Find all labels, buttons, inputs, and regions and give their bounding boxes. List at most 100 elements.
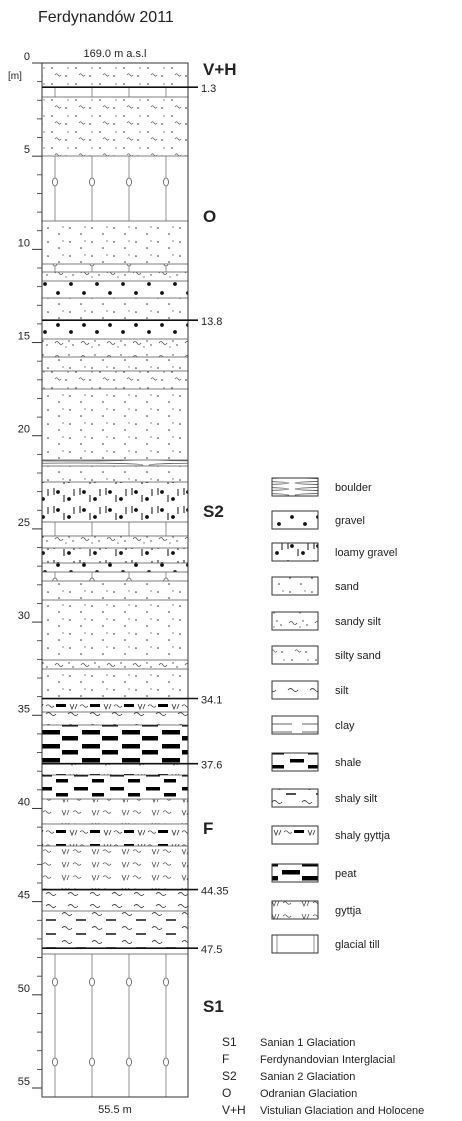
layer (41, 388, 189, 461)
unit-label: F (203, 819, 213, 838)
layer (41, 698, 189, 713)
unit-label: [m] (8, 71, 22, 82)
top-label: 169.0 m a.s.l (84, 48, 147, 60)
legend-swatch (271, 934, 319, 954)
layer (41, 668, 189, 700)
legend-swatch (271, 900, 319, 920)
layer (41, 910, 189, 949)
boundary-label: 13.8 (201, 316, 222, 328)
depth-tick-label: 20 (18, 424, 30, 436)
layer (41, 280, 189, 299)
key-text: Ferdynandovian Interglacial (260, 1054, 395, 1066)
layer (41, 356, 189, 372)
legend-label: shale (335, 757, 361, 769)
legend-swatch (271, 576, 319, 596)
unit-label: V+H (203, 60, 237, 79)
layer (41, 774, 189, 800)
depth-tick-label: 35 (18, 703, 30, 715)
key-code: V+H (222, 1103, 246, 1117)
layer (41, 845, 189, 891)
boundary-label: 34.1 (201, 695, 222, 707)
legend-swatch (271, 715, 319, 735)
column-frame (41, 62, 189, 1098)
boundary-label: 1.3 (201, 83, 216, 95)
legend-label: gravel (335, 515, 365, 527)
layer (41, 86, 189, 98)
depth-tick-label: 45 (18, 890, 30, 902)
legend-label: sand (335, 581, 359, 593)
legend-swatch (271, 542, 319, 562)
legend-label: glacial till (335, 939, 380, 951)
legend-swatch (271, 611, 319, 631)
unit-label: S2 (203, 502, 224, 521)
layer (41, 155, 189, 222)
legend-label: gyttja (335, 905, 362, 917)
legend-label: shaly silt (335, 793, 377, 805)
layer (41, 535, 189, 549)
layer (41, 571, 189, 582)
layer (41, 263, 189, 273)
legend-swatch (271, 510, 319, 530)
depth-tick-label: 30 (18, 610, 30, 622)
layer (41, 798, 189, 825)
legend-label: silt (335, 685, 348, 697)
key-text: Sanian 1 Glaciation (260, 1037, 355, 1049)
layer (41, 562, 189, 573)
legend-swatch (271, 680, 319, 700)
layer (41, 763, 189, 776)
boundary-label: 47.5 (201, 944, 222, 956)
layer (41, 481, 189, 523)
legend-label: loamy gravel (335, 547, 397, 559)
legend-swatch (271, 863, 319, 883)
legend-label: boulder (335, 482, 372, 494)
key-text: Sanian 2 Glaciation (260, 1071, 355, 1083)
unit-label: S1 (203, 997, 224, 1016)
layer (41, 724, 189, 765)
legend-swatch (271, 788, 319, 808)
layer (41, 465, 189, 483)
layer (41, 370, 189, 390)
layer (41, 220, 189, 265)
depth-tick-label: 40 (18, 796, 30, 808)
key-code: S2 (222, 1069, 237, 1083)
depth-tick-label: 55 (18, 1076, 30, 1088)
legend-label: peat (335, 868, 356, 880)
layer (41, 96, 189, 157)
layers (41, 62, 189, 1098)
legend-label: silty sand (335, 650, 381, 662)
legend-swatch (271, 477, 319, 497)
layer (41, 338, 189, 358)
unit-label: O (203, 207, 216, 226)
depth-tick-label: 50 (18, 983, 30, 995)
layer (41, 889, 189, 912)
key-text: Odranian Glaciation (260, 1088, 357, 1100)
legend-label: shaly gyttja (335, 830, 391, 842)
layer (41, 297, 189, 321)
depth-tick-label: 15 (18, 331, 30, 343)
legend-swatch (271, 752, 319, 772)
layer (41, 711, 189, 726)
bottom-label: 55.5 m (98, 1104, 132, 1116)
layer (41, 271, 189, 282)
legend-label: sandy silt (335, 616, 381, 628)
layer (41, 823, 189, 847)
layer (41, 547, 189, 564)
boundary-label: 44.35 (201, 886, 229, 898)
depth-tick-label: 25 (18, 517, 30, 529)
layer (41, 953, 189, 1098)
layer (41, 319, 189, 340)
legend-swatch (271, 645, 319, 665)
title: Ferdynandów 2011 (38, 9, 174, 26)
legend-swatch (271, 825, 319, 845)
key-code: S1 (222, 1035, 237, 1049)
legend-label: clay (335, 720, 355, 732)
layer (41, 599, 189, 661)
depth-tick-label: 5 (24, 144, 30, 156)
layer (41, 62, 189, 88)
depth-tick-label: 10 (18, 237, 30, 249)
layer (41, 580, 189, 601)
layer (41, 459, 189, 467)
key-text: Vistulian Glaciation and Holocene (260, 1105, 424, 1117)
